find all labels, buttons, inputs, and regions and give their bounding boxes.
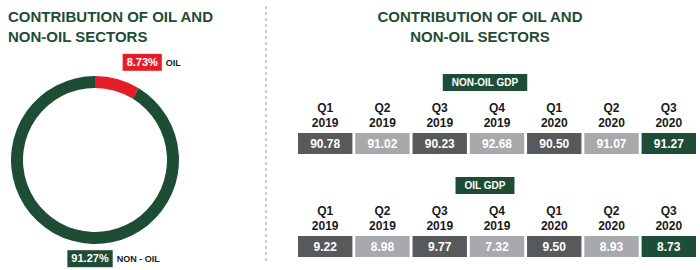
cell: [355, 133, 409, 154]
column-header: Q32020: [655, 204, 682, 233]
column-header: Q12020: [541, 204, 568, 233]
value-label: 91.27%: [71, 252, 109, 264]
cell: [527, 236, 581, 257]
cell: [413, 236, 467, 257]
cell-value: 9.50: [543, 240, 567, 254]
cell: [355, 236, 409, 257]
subtitle-text: OIL GDP: [465, 180, 506, 191]
cell: [470, 133, 524, 154]
table: Q12019 90.78 Q22019 91.02 Q32019 90.23 Q42019 9…: [298, 101, 696, 154]
divider: [266, 6, 267, 262]
category-label: NON - OIL: [117, 254, 160, 264]
column-header: Q42019: [484, 204, 511, 233]
donut: [11, 76, 179, 244]
cell: [298, 133, 352, 154]
cell-value: 91.02: [367, 137, 397, 151]
cell-value: 92.68: [482, 137, 512, 151]
category-label: OIL: [166, 58, 182, 68]
column-header: Q12020: [541, 101, 568, 130]
slice: [95, 76, 139, 99]
column-header: Q22019: [369, 204, 396, 233]
slice: [11, 76, 179, 244]
value-label: 8.73%: [127, 56, 158, 68]
cell: [298, 236, 352, 257]
column-header: Q22019: [369, 101, 396, 130]
subtitle-text: NON-OIL GDP: [452, 77, 519, 88]
column-header: Q32019: [426, 204, 453, 233]
cell-value: 91.07: [597, 137, 627, 151]
column-header: Q22020: [598, 204, 625, 233]
title: CONTRIBUTION OF OIL ANDNON-OIL SECTORS: [8, 8, 213, 45]
table: Q12019 9.22 Q22019 8.98 Q32019 9.77 Q42019 7.32…: [298, 204, 696, 257]
subtitle-box: [456, 177, 515, 194]
cell-value: 7.32: [485, 240, 509, 254]
subtitle: NON-OIL GDP: [443, 74, 527, 91]
cell-value: 90.23: [425, 137, 455, 151]
cell-value: 8.93: [600, 240, 624, 254]
cell: [470, 236, 524, 257]
cell-value: 9.77: [428, 240, 452, 254]
cell: [584, 236, 638, 257]
column-header: Q32019: [426, 101, 453, 130]
slice-label: 8.73% OIL: [123, 54, 182, 71]
cell: [527, 133, 581, 154]
cell: [642, 133, 696, 154]
cell-value: 90.78: [310, 137, 340, 151]
cell: [413, 133, 467, 154]
cell-value: 9.22: [314, 240, 338, 254]
cell-value: 91.27: [654, 137, 684, 151]
column-header: Q32020: [655, 101, 682, 130]
label-box: [67, 250, 112, 267]
canvas: CONTRIBUTION OF OIL ANDNON-OIL SECTORS 8.…: [0, 0, 700, 270]
title: CONTRIBUTION OF OIL ANDNON-OIL SECTORS: [378, 8, 583, 45]
subtitle: OIL GDP: [456, 177, 515, 194]
column-header: Q12019: [312, 204, 339, 233]
cell-value: 8.73: [657, 240, 681, 254]
cell: [642, 236, 696, 257]
cell: [584, 133, 638, 154]
label-box: [123, 54, 162, 71]
cell-value: 8.98: [371, 240, 395, 254]
cell-value: 90.50: [539, 137, 569, 151]
column-header: Q22020: [598, 101, 625, 130]
column-header: Q12019: [312, 101, 339, 130]
subtitle-box: [443, 74, 527, 91]
slice-label: 91.27% NON - OIL: [67, 250, 160, 267]
column-header: Q42019: [484, 101, 511, 130]
